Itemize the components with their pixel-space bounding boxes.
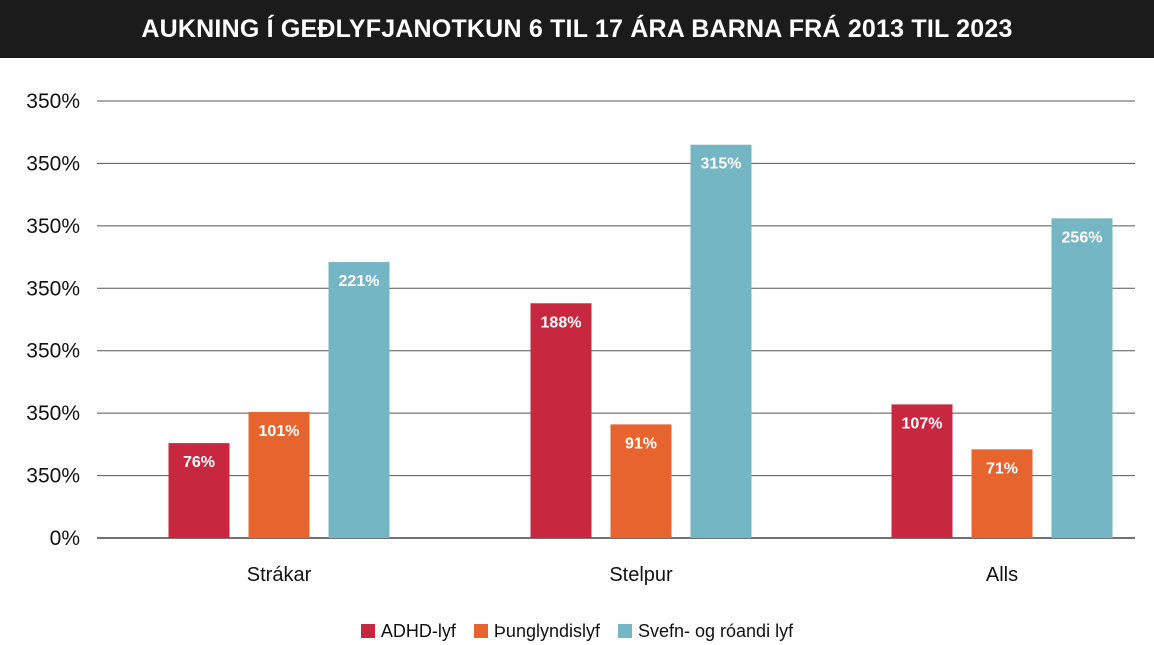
bar	[690, 144, 752, 538]
legend-label-antidepressants: Þunglyndislyf	[493, 620, 600, 641]
legend-swatch-antidepressants	[473, 624, 488, 638]
legend-item-adhd: ADHD-lyf	[360, 620, 456, 642]
y-tick-label: 350%	[26, 277, 80, 300]
bar	[891, 404, 953, 538]
y-tick-label: 350%	[26, 152, 80, 175]
x-tick-label: Stelpur	[609, 564, 673, 586]
legend: ADHD-lyf Þunglyndislyf Svefn- og róandi …	[0, 618, 1154, 644]
bar	[168, 443, 230, 538]
bar	[971, 449, 1033, 538]
x-tick-label: Alls	[986, 564, 1018, 586]
data-label: 101%	[259, 423, 300, 440]
data-label: 315%	[701, 156, 742, 173]
data-label: 188%	[541, 314, 582, 331]
y-tick-label: 350%	[26, 90, 80, 113]
data-label: 76%	[183, 454, 215, 471]
data-label: 107%	[902, 415, 943, 432]
data-label: 256%	[1062, 229, 1103, 246]
bar	[1051, 218, 1113, 538]
y-tick-label: 0%	[50, 527, 80, 550]
bar	[248, 411, 310, 538]
data-label: 91%	[625, 435, 657, 452]
legend-swatch-adhd	[360, 624, 375, 638]
bar-chart: 0% 350% 350% 350% 350% 350% 350% 350% 76% 101% 221…	[26, 90, 1135, 586]
chart-title: AUKNING Í GEÐLYFJANOTKUN 6 TIL 17 ÁRA BA…	[0, 0, 1154, 58]
y-tick-label: 350%	[26, 340, 80, 363]
legend-label-adhd: ADHD-lyf	[380, 620, 456, 641]
bar	[530, 303, 592, 538]
legend-label-sedatives: Svefn- og róandi lyf	[637, 620, 794, 641]
data-label: 221%	[339, 273, 380, 290]
y-tick-label: 350%	[26, 215, 80, 238]
legend-item-sedatives: Svefn- og róandi lyf	[617, 620, 794, 642]
bar	[328, 262, 390, 538]
legend-item-antidepressants: Þunglyndislyf	[473, 620, 600, 642]
legend-swatch-sedatives	[617, 624, 632, 638]
y-tick-label: 350%	[26, 465, 80, 488]
x-tick-label: Strákar	[247, 564, 312, 586]
data-label: 71%	[986, 460, 1018, 477]
y-tick-label: 350%	[26, 402, 80, 425]
bar	[610, 424, 672, 538]
